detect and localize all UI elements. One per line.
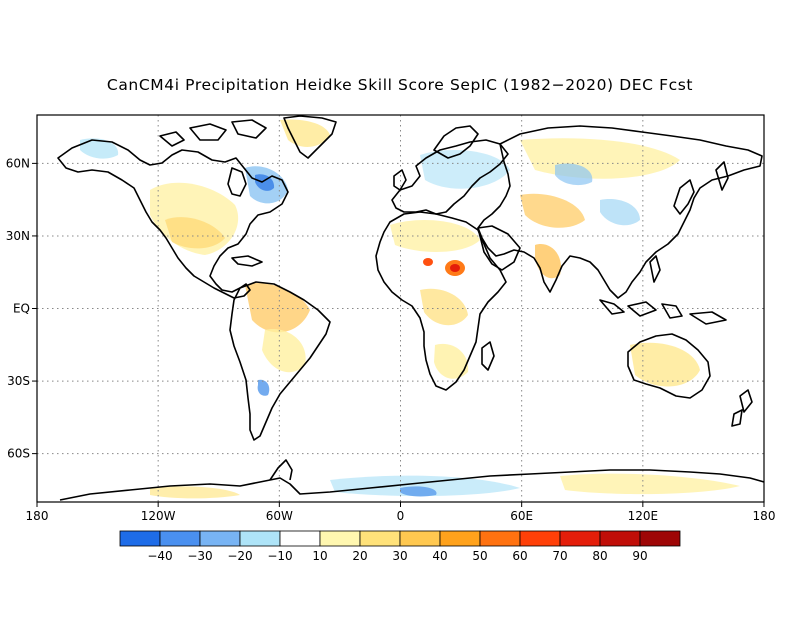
coast-arabia xyxy=(477,225,521,271)
coast-greenland xyxy=(283,115,337,159)
lon-tick-label-2: 60W xyxy=(266,509,293,523)
lon-tick-label-3: 0 xyxy=(397,509,405,523)
colorbar-swatch-10 xyxy=(519,530,561,547)
colorbar: −40 −30 −20 −10 10 20 30 40 50 60 70 80 90 xyxy=(119,530,681,563)
lon-tick-label-4: 60E xyxy=(510,509,533,523)
shade-east-asia-cool xyxy=(600,199,640,226)
coast-uk xyxy=(393,169,407,191)
colorbar-label-11: 80 xyxy=(592,549,607,563)
lon-tick-label-0: 180 xyxy=(26,509,49,523)
shade-europe xyxy=(420,150,510,189)
coast-europe xyxy=(391,139,509,215)
lat-tick-label-1: 30N xyxy=(6,229,30,243)
shade-amazon-warm xyxy=(245,282,310,333)
coast-japan xyxy=(673,179,695,215)
lon-tick-label-6: 180 xyxy=(753,509,776,523)
colorbar-swatch-4 xyxy=(279,530,321,547)
coastlines xyxy=(57,115,764,501)
colorbar-swatch-1 xyxy=(159,530,201,547)
shade-antarctica-cool xyxy=(330,475,520,497)
lat-tick-label-0: 60N xyxy=(6,156,30,170)
colorbar-swatch-2 xyxy=(199,530,241,547)
lat-tick-label-2: EQ xyxy=(13,302,30,316)
colorbar-swatch-3 xyxy=(239,530,281,547)
coast-africa xyxy=(375,211,507,391)
coast-south-america xyxy=(229,281,331,441)
colorbar-swatch-6 xyxy=(359,530,401,547)
shade-central-africa xyxy=(420,288,468,326)
coast-antarctic-peninsula xyxy=(269,459,293,481)
colorbar-label-3: −10 xyxy=(267,549,292,563)
colorbar-label-6: 30 xyxy=(392,549,407,563)
coast-caribbean xyxy=(231,255,263,267)
coast-philippines xyxy=(649,255,661,283)
shade-brazil xyxy=(262,329,306,373)
colorbar-swatch-0 xyxy=(119,530,161,547)
colorbar-label-1: −30 xyxy=(187,549,212,563)
lat-tick-label-4: 60S xyxy=(7,447,30,461)
colorbar-label-8: 50 xyxy=(472,549,487,563)
coast-hudson-bay xyxy=(227,167,247,197)
sahel-hotspot-core xyxy=(450,264,460,272)
lat-tick-label-3: 30S xyxy=(7,374,30,388)
coast-north-america xyxy=(57,139,289,299)
shade-antarctica-warm xyxy=(560,473,740,495)
colorbar-swatch-8 xyxy=(439,530,481,547)
map-title: CanCM4i Precipitation Heidke Skill Score… xyxy=(106,76,694,94)
colorbar-swatch-7 xyxy=(399,530,441,547)
colorbar-swatch-13 xyxy=(639,530,681,547)
lon-tick-label-5: 120E xyxy=(628,509,659,523)
skill-shading xyxy=(80,119,740,499)
coast-antarctica xyxy=(59,469,764,501)
shade-antarctica-blue xyxy=(400,486,437,497)
shade-alaska-cool xyxy=(80,138,119,159)
shade-antarctica-west xyxy=(150,486,240,499)
shade-central-asia xyxy=(520,193,585,228)
shade-us-warm xyxy=(165,217,225,249)
colorbar-label-2: −20 xyxy=(227,549,252,563)
coast-madagascar xyxy=(481,341,495,371)
colorbar-label-0: −40 xyxy=(147,549,172,563)
coast-arctic-islands xyxy=(159,119,267,147)
shade-sahara xyxy=(390,220,480,252)
shade-russia-cool xyxy=(555,163,593,186)
coast-scandinavia xyxy=(433,125,479,159)
shade-southern-africa xyxy=(434,343,469,379)
coast-new-zealand xyxy=(731,389,753,427)
colorbar-label-12: 90 xyxy=(632,549,647,563)
lon-tick-label-1: 120W xyxy=(141,509,176,523)
colorbar-swatch-11 xyxy=(559,530,601,547)
shade-argentina-cool xyxy=(257,379,270,396)
colorbar-swatch-9 xyxy=(479,530,521,547)
coast-australia xyxy=(627,333,711,399)
axis-labels: 180 120W 60W 0 60E 120E 180 60N 30N EQ 30S 60S xyxy=(6,156,776,523)
sahel-hotspot-west-mark xyxy=(423,258,433,266)
coast-indonesia xyxy=(599,299,727,325)
shade-greenland xyxy=(280,119,330,147)
colorbar-label-5: 20 xyxy=(352,549,367,563)
colorbar-label-10: 70 xyxy=(552,549,567,563)
colorbar-swatch-5 xyxy=(319,530,361,547)
shade-siberia xyxy=(520,138,680,179)
colorbar-swatch-12 xyxy=(599,530,641,547)
shade-australia xyxy=(630,342,700,387)
colorbar-label-4: 10 xyxy=(312,549,327,563)
colorbar-label-7: 40 xyxy=(432,549,447,563)
coast-kamchatka xyxy=(715,161,729,191)
shade-india xyxy=(535,244,561,279)
colorbar-label-9: 60 xyxy=(512,549,527,563)
